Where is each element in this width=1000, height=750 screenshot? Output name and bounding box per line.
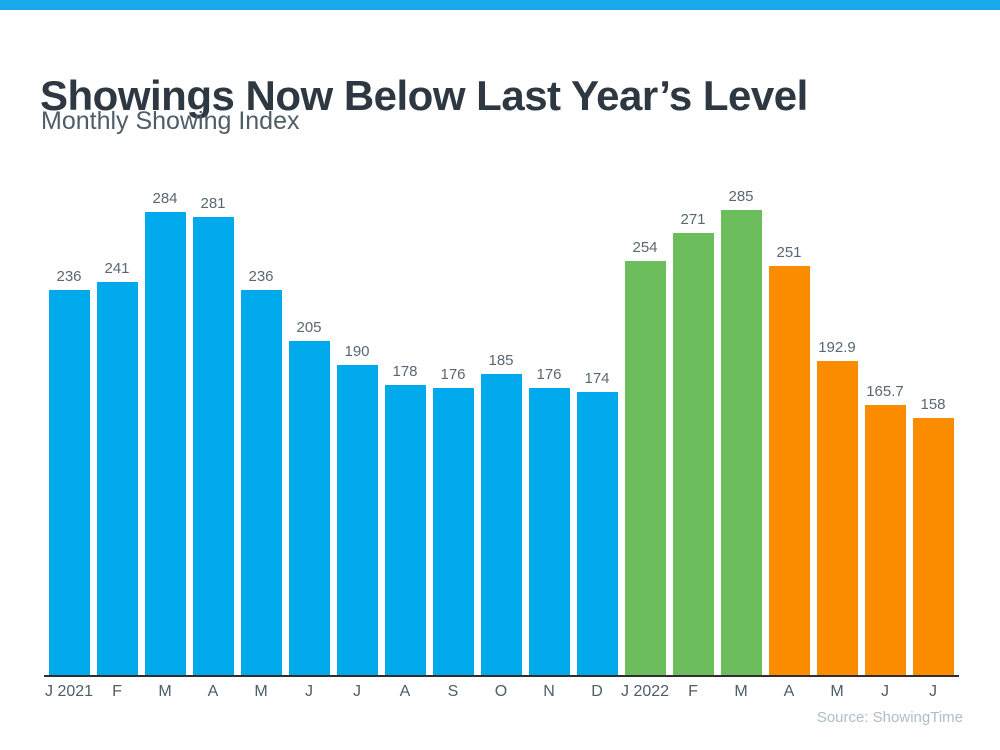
x-axis-label: F xyxy=(112,683,122,700)
bar-slot: 241 xyxy=(93,260,141,676)
x-axis-label: J xyxy=(353,683,361,700)
bar-value-label: 192.9 xyxy=(818,338,856,356)
bar-value-label: 176 xyxy=(536,366,562,384)
bar-slot: 185 xyxy=(477,351,525,676)
bar-slot: 176 xyxy=(429,366,477,676)
bar-value-label: 236 xyxy=(248,268,274,286)
bar-value-label: 178 xyxy=(392,363,418,380)
x-axis-label: A xyxy=(399,683,411,700)
x-axis-label: J xyxy=(881,683,889,700)
bar-slot: 205 xyxy=(285,319,333,676)
x-axis-label: S xyxy=(447,683,459,700)
bar xyxy=(144,211,186,676)
page-title: Showings Now Below Last Year’s Level xyxy=(40,72,808,120)
x-axis-labels: J 2021 F M A M J J A S O N D J 2022 F M A M J J xyxy=(45,683,957,701)
bar-value-label: 174 xyxy=(584,369,610,387)
bar xyxy=(192,216,234,676)
bar xyxy=(528,388,570,676)
bar xyxy=(864,405,906,676)
bar-slot: 158 xyxy=(909,396,957,676)
bar-value-label: 176 xyxy=(440,366,466,384)
bar-value-label: 281 xyxy=(200,194,226,212)
x-axis-label: J 2021 xyxy=(45,683,94,700)
x-axis-label: M xyxy=(254,683,268,700)
bar-slot: 174 xyxy=(573,369,621,676)
bar xyxy=(672,232,714,676)
bar xyxy=(48,290,90,676)
x-axis-label: J 2022 xyxy=(621,683,670,700)
x-axis-label: O xyxy=(494,683,508,700)
bar xyxy=(912,417,954,676)
bar-value-label: 251 xyxy=(776,243,802,261)
bar-slot: 254 xyxy=(621,239,669,676)
plot-area: 236 241 284 281 236 205 190 178 176 185 176 174 254 2… xyxy=(45,156,957,676)
bar xyxy=(432,388,474,676)
bar-value-label: 236 xyxy=(56,268,82,286)
bar-slot: 281 xyxy=(189,194,237,676)
bar-slot: 176 xyxy=(525,366,573,676)
x-axis-label: F xyxy=(688,683,698,700)
bar-value-label: 190 xyxy=(344,343,370,361)
bar-slot: 178 xyxy=(381,363,429,676)
bar xyxy=(384,385,426,676)
x-axis-label: A xyxy=(783,683,795,700)
x-axis-label: A xyxy=(207,683,219,700)
bar-slot: 236 xyxy=(237,268,285,676)
bar-value-label: 205 xyxy=(296,318,322,336)
bar-value-label: 241 xyxy=(104,259,130,277)
x-axis-label: D xyxy=(591,683,603,700)
bar-value-label: 158 xyxy=(920,395,946,413)
bar xyxy=(720,210,762,676)
bar xyxy=(816,360,858,676)
x-axis-label: M xyxy=(830,683,844,700)
bar-slot: 190 xyxy=(333,343,381,676)
x-axis-label: M xyxy=(158,683,172,700)
bar xyxy=(96,281,138,676)
bar-slot: 251 xyxy=(765,244,813,676)
bar xyxy=(576,391,618,676)
bar-value-label: 185 xyxy=(488,351,514,369)
source-credit: Source: ShowingTime xyxy=(816,709,963,726)
x-axis-label: N xyxy=(543,683,555,700)
bar xyxy=(288,340,330,676)
bar-slot: 165.7 xyxy=(861,383,909,676)
bar-value-label: 285 xyxy=(728,188,754,205)
bar xyxy=(480,373,522,676)
bar-slot: 285 xyxy=(717,188,765,676)
x-axis-line xyxy=(44,675,959,677)
x-axis-label: M xyxy=(734,683,748,700)
top-accent-strip xyxy=(0,0,1000,10)
bar-slot: 271 xyxy=(669,211,717,676)
bar-value-label: 284 xyxy=(152,189,178,207)
bar-value-label: 165.7 xyxy=(866,383,904,401)
page-subtitle: Monthly Showing Index xyxy=(41,107,300,135)
bar xyxy=(336,365,378,676)
bar-value-label: 271 xyxy=(680,210,706,228)
x-axis-label: J xyxy=(929,683,937,700)
bar-slot: 236 xyxy=(45,268,93,676)
bar xyxy=(768,265,810,676)
bar-value-label: 254 xyxy=(632,238,658,256)
x-axis-label: J xyxy=(305,683,313,700)
bar-slot: 284 xyxy=(141,190,189,676)
bar-slot: 192.9 xyxy=(813,339,861,676)
bar xyxy=(624,260,666,676)
bar xyxy=(240,290,282,676)
